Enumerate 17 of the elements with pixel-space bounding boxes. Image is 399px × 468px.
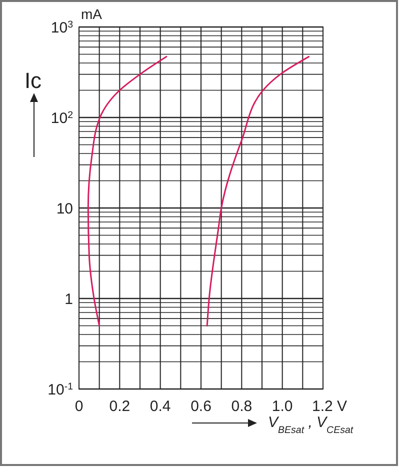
- y-axis-title: Ic: [24, 68, 42, 93]
- y-tick-label: 1: [64, 290, 73, 308]
- x-tick-label: 0.6: [190, 398, 212, 415]
- x-tick-label: 1.0: [272, 398, 293, 415]
- x-tick-label: 1.2 V: [312, 398, 348, 415]
- y-tick-label: 10: [56, 200, 73, 218]
- x-tick-label: 0: [74, 398, 84, 415]
- line-series: [206, 56, 310, 326]
- x-tick-label: 0.2: [109, 398, 130, 415]
- text: mA: [81, 6, 103, 22]
- y-tick-label: 10$^{2}$: [50, 109, 73, 127]
- x-tick-label: 0.8: [231, 398, 252, 415]
- y-tick-label: 10$^{-1}$: [48, 380, 73, 398]
- y-tick-label: 10$^{3}$: [50, 18, 73, 36]
- x-axis-title: V$_{BEsat}$ , V$_{CEsat}$: [268, 414, 354, 436]
- x-tick-label: 0.4: [150, 398, 171, 415]
- line-series: [87, 56, 168, 326]
